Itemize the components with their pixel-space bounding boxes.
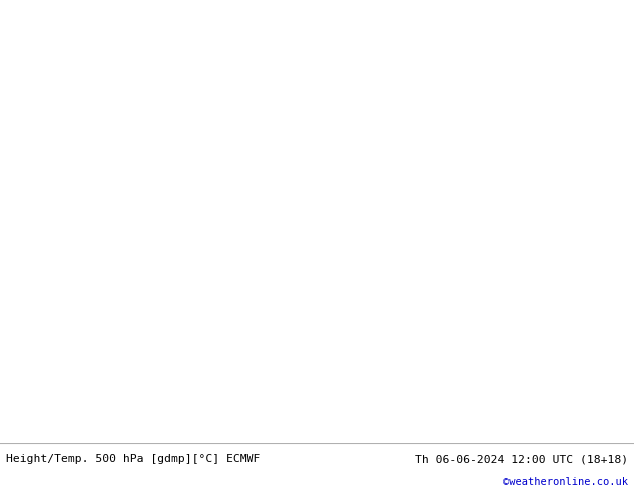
Text: Height/Temp. 500 hPa [gdmp][°C] ECMWF: Height/Temp. 500 hPa [gdmp][°C] ECMWF: [6, 454, 261, 465]
Text: Th 06-06-2024 12:00 UTC (18+18): Th 06-06-2024 12:00 UTC (18+18): [415, 454, 628, 465]
Text: ©weatheronline.co.uk: ©weatheronline.co.uk: [503, 477, 628, 487]
